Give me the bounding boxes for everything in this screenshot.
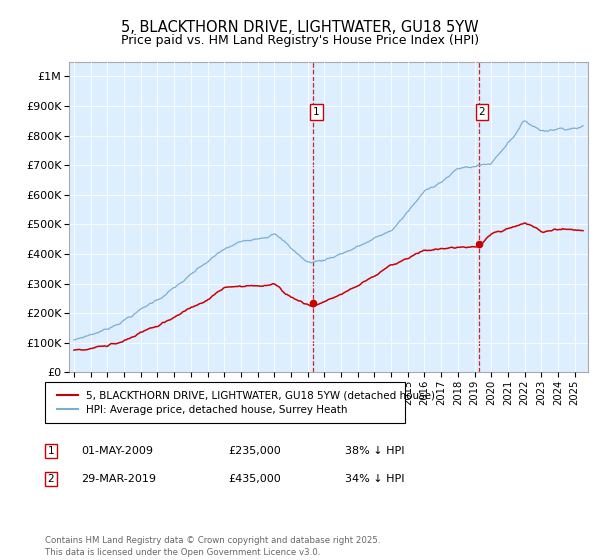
Text: 1: 1 bbox=[313, 107, 320, 117]
Text: 01-MAY-2009: 01-MAY-2009 bbox=[81, 446, 153, 456]
Legend: 5, BLACKTHORN DRIVE, LIGHTWATER, GU18 5YW (detached house), HPI: Average price, : 5, BLACKTHORN DRIVE, LIGHTWATER, GU18 5Y… bbox=[54, 388, 438, 418]
FancyBboxPatch shape bbox=[45, 382, 405, 423]
Text: Contains HM Land Registry data © Crown copyright and database right 2025.
This d: Contains HM Land Registry data © Crown c… bbox=[45, 536, 380, 557]
Text: 1: 1 bbox=[47, 446, 55, 456]
Text: 5, BLACKTHORN DRIVE, LIGHTWATER, GU18 5YW: 5, BLACKTHORN DRIVE, LIGHTWATER, GU18 5Y… bbox=[121, 20, 479, 35]
Text: £235,000: £235,000 bbox=[228, 446, 281, 456]
Text: 38% ↓ HPI: 38% ↓ HPI bbox=[345, 446, 404, 456]
Text: 29-MAR-2019: 29-MAR-2019 bbox=[81, 474, 156, 484]
Text: £435,000: £435,000 bbox=[228, 474, 281, 484]
Text: Price paid vs. HM Land Registry's House Price Index (HPI): Price paid vs. HM Land Registry's House … bbox=[121, 34, 479, 46]
Text: 2: 2 bbox=[47, 474, 55, 484]
Text: 34% ↓ HPI: 34% ↓ HPI bbox=[345, 474, 404, 484]
Text: 2: 2 bbox=[479, 107, 485, 117]
